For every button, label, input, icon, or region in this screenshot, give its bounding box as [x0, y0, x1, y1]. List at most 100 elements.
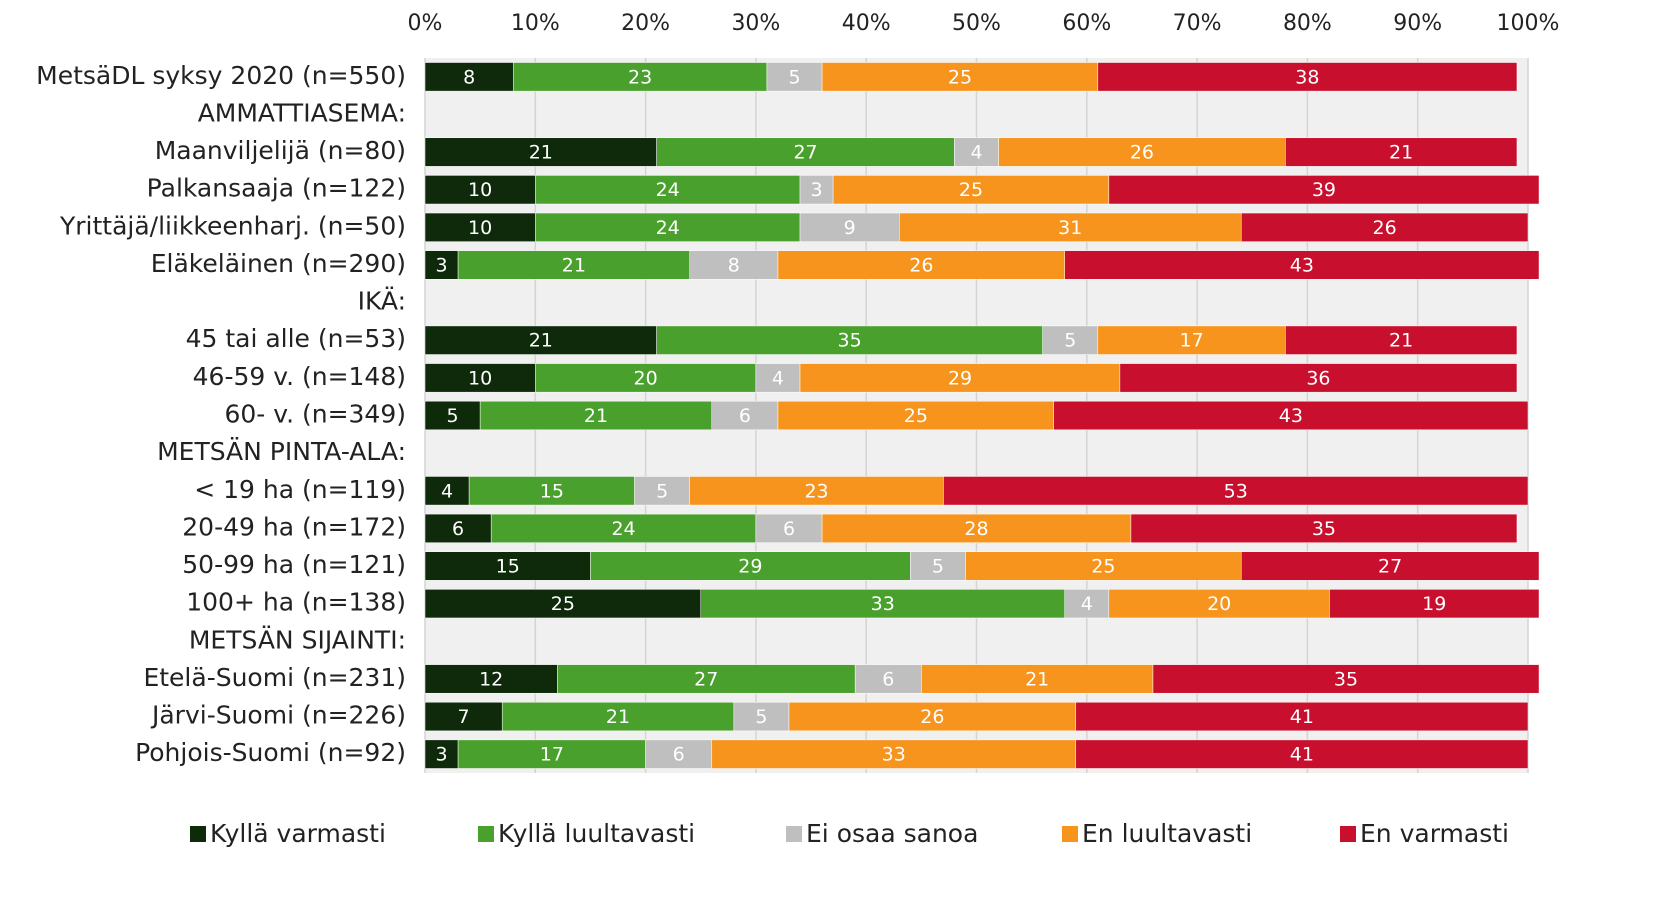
- x-tick-label: 30%: [731, 11, 780, 36]
- bar-segment: [854, 664, 922, 694]
- data-label: 24: [611, 518, 635, 540]
- data-label: 25: [948, 66, 972, 88]
- bar-segment: [479, 400, 713, 431]
- bar-segment: [1064, 250, 1540, 280]
- data-label: 26: [1373, 217, 1397, 239]
- bar-segment: [1042, 325, 1099, 355]
- bar-segment: [1108, 589, 1330, 619]
- bar-segment: [1064, 589, 1110, 619]
- bar-segment: [535, 363, 757, 393]
- data-label: 53: [1224, 480, 1248, 502]
- data-label: 20: [1207, 593, 1231, 615]
- bar-segment: [755, 363, 801, 393]
- bar-segment: [1285, 137, 1518, 167]
- category-label: Eläkeläinen (n=290): [151, 249, 406, 278]
- data-label: 25: [904, 405, 928, 427]
- data-label: 35: [838, 330, 862, 352]
- bar-segment: [424, 513, 492, 543]
- bar-segment: [689, 250, 779, 280]
- data-label: 26: [909, 254, 933, 276]
- data-label: 33: [882, 744, 906, 766]
- data-label: 27: [793, 142, 817, 164]
- bar-segment: [656, 137, 955, 167]
- data-label: 10: [468, 217, 492, 239]
- x-tick-label: 100%: [1497, 11, 1560, 36]
- bar-segment: [1240, 551, 1540, 581]
- legend-swatch: [786, 826, 802, 842]
- bar-segment: [424, 702, 503, 732]
- bar-segment: [711, 739, 1077, 769]
- data-label: 31: [1058, 217, 1082, 239]
- bar-segment: [1285, 325, 1518, 355]
- data-label: 15: [496, 556, 520, 578]
- data-label: 41: [1290, 706, 1314, 728]
- data-label: 43: [1279, 405, 1303, 427]
- bar-segment: [424, 739, 459, 769]
- data-label: 5: [656, 480, 668, 502]
- bar-segment: [910, 551, 966, 581]
- bar-segment: [457, 739, 646, 769]
- bar-segment: [590, 551, 911, 581]
- data-label: 33: [871, 593, 895, 615]
- category-label: < 19 ha (n=119): [194, 475, 406, 504]
- x-tick-label: 70%: [1173, 11, 1222, 36]
- data-label: 6: [673, 744, 685, 766]
- category-label: METSÄN SIJAINTI:: [189, 625, 406, 654]
- data-label: 24: [656, 217, 680, 239]
- bar-segment: [700, 589, 1065, 619]
- bar-segment: [424, 175, 536, 205]
- bar-segment: [1075, 702, 1529, 732]
- data-label: 25: [551, 593, 575, 615]
- data-label: 29: [948, 367, 972, 389]
- data-label: 7: [458, 706, 470, 728]
- bar-segment: [424, 325, 657, 355]
- bar-segment: [689, 476, 944, 506]
- data-label: 4: [1081, 593, 1093, 615]
- data-label: 23: [804, 480, 828, 502]
- data-label: 21: [606, 706, 630, 728]
- data-label: 35: [1334, 668, 1358, 690]
- category-label: 20-49 ha (n=172): [182, 512, 406, 541]
- bar-segment: [1119, 363, 1518, 393]
- category-label: Pohjois-Suomi (n=92): [135, 738, 406, 767]
- bar-segment: [1152, 664, 1540, 694]
- category-label: 60- v. (n=349): [224, 400, 406, 429]
- bar-segment: [1240, 212, 1529, 242]
- x-tick-label: 80%: [1283, 11, 1332, 36]
- category-label: METSÄN PINTA-ALA:: [157, 437, 406, 466]
- bar-segment: [755, 513, 823, 543]
- bar-segment: [832, 175, 1110, 205]
- bar-segment: [1053, 400, 1529, 431]
- bar-segment: [921, 664, 1154, 694]
- category-label: 45 tai alle (n=53): [186, 324, 406, 353]
- data-label: 25: [959, 179, 983, 201]
- data-label: 6: [882, 668, 894, 690]
- category-label: 50-99 ha (n=121): [182, 550, 406, 579]
- bar-segment: [766, 62, 823, 92]
- bar-segment: [535, 212, 801, 242]
- data-label: 6: [783, 518, 795, 540]
- data-label: 27: [1378, 556, 1402, 578]
- data-label: 5: [788, 66, 800, 88]
- data-label: 21: [584, 405, 608, 427]
- bar-segment: [1130, 513, 1518, 543]
- legend-swatch: [478, 826, 494, 842]
- bar-segment: [899, 212, 1242, 242]
- data-label: 39: [1312, 179, 1336, 201]
- bar-segment: [424, 589, 701, 619]
- data-label: 21: [1025, 668, 1049, 690]
- category-label: Maanviljelijä (n=80): [155, 136, 406, 165]
- data-label: 5: [447, 405, 459, 427]
- bar-segment: [1075, 739, 1529, 769]
- data-label: 4: [441, 480, 453, 502]
- data-label: 9: [844, 217, 856, 239]
- x-tick-label: 40%: [842, 11, 891, 36]
- data-label: 3: [435, 744, 447, 766]
- bar-segment: [424, 137, 657, 167]
- data-label: 5: [1064, 330, 1076, 352]
- legend-swatch: [1062, 826, 1078, 842]
- data-label: 19: [1422, 593, 1446, 615]
- bar-segment: [1108, 175, 1540, 205]
- x-tick-label: 50%: [952, 11, 1001, 36]
